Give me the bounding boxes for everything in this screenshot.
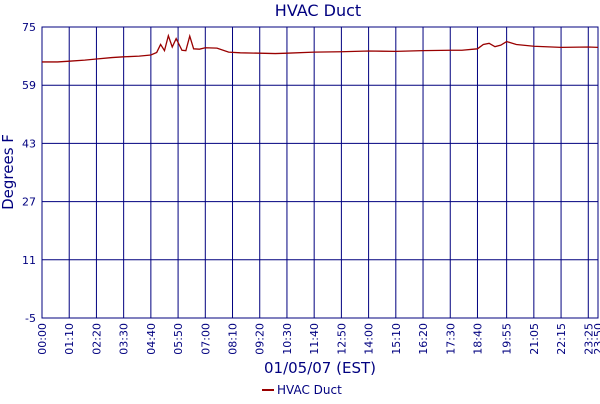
- y-tick-label: 75: [22, 21, 36, 34]
- x-tick-label: 23:25: [582, 323, 595, 355]
- x-tick-label: 14:00: [363, 323, 376, 355]
- y-tick-label: -5: [25, 312, 36, 325]
- plot-area: [41, 26, 599, 319]
- x-tick-label: 01:10: [63, 323, 76, 355]
- x-tick-label: 09:20: [254, 323, 267, 355]
- x-tick-label: 11:40: [308, 323, 321, 355]
- x-tick-label: 23:50: [592, 323, 600, 355]
- x-tick-label: 07:00: [199, 323, 212, 355]
- data-line: [42, 33, 599, 63]
- x-tick-label: 18:40: [471, 323, 484, 355]
- x-tick-label: 04:40: [145, 323, 158, 355]
- x-tick-label: 03:30: [118, 323, 131, 355]
- y-tick-label: 27: [22, 196, 36, 209]
- x-tick-label: 00:00: [36, 323, 49, 355]
- y-tick-label: 43: [22, 137, 36, 150]
- x-tick-label: 12:50: [335, 323, 348, 355]
- x-tick-label: 17:30: [444, 323, 457, 355]
- chart-title: HVAC Duct: [275, 1, 361, 20]
- y-tick-label: 11: [22, 254, 36, 267]
- x-tick-label: 15:10: [390, 323, 403, 355]
- legend-label: HVAC Duct: [277, 383, 342, 397]
- y-axis-label: Degrees F: [0, 134, 17, 210]
- x-tick-label: 10:30: [281, 323, 294, 355]
- x-axis-label: 01/05/07 (EST): [264, 359, 376, 377]
- x-tick-label: 05:50: [172, 323, 185, 355]
- y-tick-label: 59: [22, 79, 36, 92]
- x-tick-label: 02:20: [90, 323, 103, 355]
- x-tick-label: 19:55: [501, 323, 514, 355]
- x-tick-label: 16:20: [417, 323, 430, 355]
- x-tick-label: 08:10: [227, 323, 240, 355]
- x-tick-label: 22:15: [555, 323, 568, 355]
- x-tick-label: 21:05: [528, 323, 541, 355]
